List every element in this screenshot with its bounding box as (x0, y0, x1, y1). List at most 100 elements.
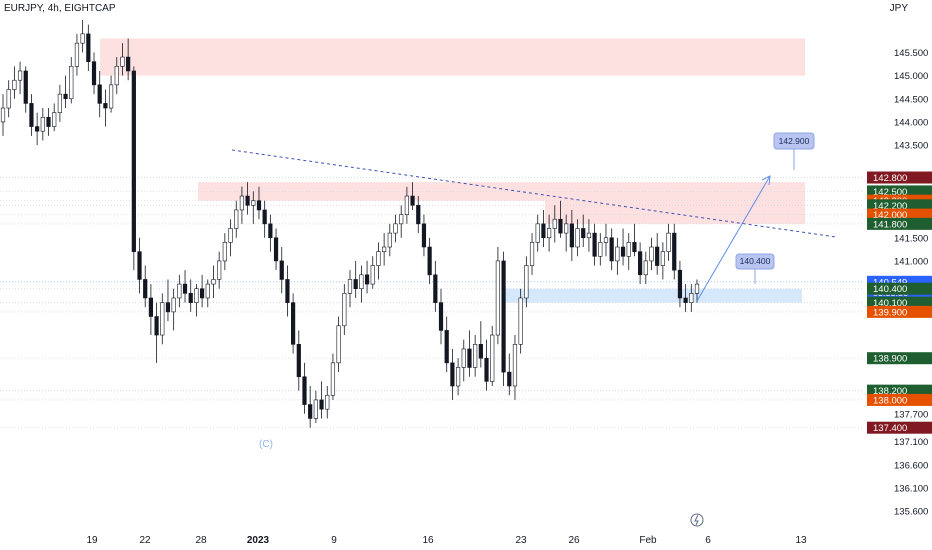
candle (404, 186, 409, 224)
candle-body (455, 367, 461, 387)
candle-body (649, 246, 654, 262)
replay-icon[interactable] (690, 513, 704, 527)
candle-body (467, 348, 472, 368)
candle (52, 103, 57, 132)
price-label-text: 137.400 (873, 423, 907, 434)
candle (342, 284, 347, 336)
candle-body (677, 269, 683, 299)
x-tick-label: 22 (139, 535, 151, 546)
candle-body (382, 246, 387, 252)
candle-body (52, 112, 57, 127)
candle-body (262, 209, 267, 225)
candle (131, 66, 136, 271)
candle-body (120, 56, 125, 67)
candle (683, 284, 688, 312)
candle (501, 251, 506, 387)
candle (171, 288, 176, 331)
candle (194, 284, 199, 317)
candle (165, 279, 171, 322)
projection-arrow-line[interactable] (696, 175, 771, 302)
candle-body (6, 89, 11, 109)
candle (364, 260, 370, 294)
candle (632, 223, 637, 257)
zone-demand-3[interactable] (502, 288, 802, 303)
candle (57, 84, 62, 122)
candle-body (529, 242, 535, 266)
candle (598, 233, 603, 266)
candle (234, 200, 239, 238)
candle-body (35, 126, 40, 132)
candle (569, 209, 574, 261)
candle (188, 279, 193, 312)
candle-body (564, 223, 569, 234)
candle (126, 38, 131, 81)
price-label-text: 140.400 (873, 284, 907, 295)
y-tick-label: 136.600 (894, 460, 928, 471)
candle-body (347, 279, 353, 294)
candle-body (672, 232, 677, 271)
drawings-layer: 142.900 140.400 (C) (231, 132, 837, 450)
target-label-142900: 142.900 (779, 136, 810, 146)
candle (80, 20, 85, 53)
candle (63, 75, 68, 109)
candle-body (131, 70, 136, 252)
candle (251, 191, 256, 224)
candle-body (91, 61, 97, 86)
zone-supply-0[interactable] (100, 38, 805, 76)
candle-body (404, 195, 409, 215)
y-tick-label: 137.100 (894, 437, 928, 448)
price-axis: 145.500 145.000 144.500 144.000 143.500 141.5… (867, 48, 932, 518)
candle (393, 214, 398, 243)
candle-body (364, 274, 370, 285)
y-tick-label: 144.000 (894, 117, 928, 128)
candle (91, 52, 97, 95)
candle (291, 293, 296, 354)
y-tick-label: 143.500 (894, 141, 928, 152)
zone-supply-2[interactable] (545, 200, 805, 224)
candle-body (171, 297, 176, 313)
candle-body (507, 371, 512, 387)
candle (69, 57, 74, 104)
candle-body (399, 214, 404, 225)
candle (23, 66, 28, 113)
candle (296, 330, 301, 391)
candle (649, 237, 654, 271)
candle (228, 219, 233, 257)
price-label-text: 141.800 (873, 219, 907, 230)
candle-body (387, 232, 392, 248)
candle (279, 247, 284, 294)
candle-body (473, 344, 478, 368)
candle-body (609, 237, 614, 262)
candle-body (325, 394, 330, 410)
price-label-badge (867, 199, 932, 212)
candle (97, 70, 102, 118)
candle (609, 228, 614, 271)
candle-body (569, 223, 574, 248)
candle (211, 265, 216, 298)
candle (120, 43, 125, 76)
x-tick-label: 16 (422, 535, 434, 546)
candle (217, 251, 222, 289)
candle (507, 353, 512, 396)
candle (325, 386, 330, 419)
candle-body (330, 362, 336, 396)
candle-body (478, 344, 483, 359)
candle (336, 316, 341, 373)
candle-body (603, 237, 609, 243)
candle (660, 242, 665, 280)
candle (626, 233, 631, 271)
y-tick-label: 144.500 (894, 94, 928, 105)
candle-body (393, 223, 398, 234)
candle (182, 270, 188, 303)
candle (308, 386, 313, 428)
candle-body (103, 103, 108, 109)
candle-body (450, 362, 455, 387)
candle (256, 186, 262, 220)
y-tick-label: 145.000 (894, 71, 928, 82)
candle-body (558, 218, 563, 234)
candle-body (615, 246, 620, 262)
candle-body (376, 251, 381, 266)
candle (535, 214, 540, 252)
price-label-text: 142.200 (873, 201, 907, 212)
